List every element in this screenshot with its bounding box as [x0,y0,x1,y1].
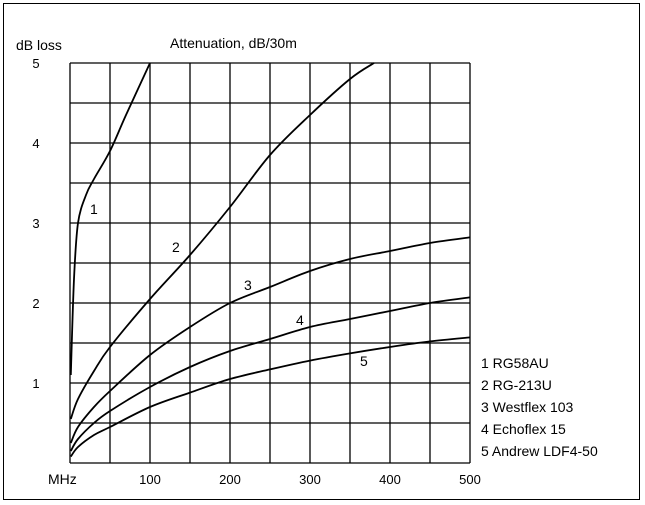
y-tick-label: 3 [32,216,39,231]
y-tick-label: 4 [32,136,39,151]
curve-label-1: 1 [90,201,98,217]
x-tick-label: 100 [139,472,161,487]
curve-label-4: 4 [296,312,304,328]
legend: 1 RG58AU 2 RG-213U 3 Westflex 103 4 Echofle… [481,355,598,459]
grid [69,62,471,464]
curve-label-5: 5 [360,353,368,369]
x-tick-label: 200 [219,472,241,487]
legend-entry: 3 Westflex 103 [481,399,574,415]
legend-entry: 4 Echoflex 15 [481,421,566,437]
y-tick-label: 5 [32,56,39,71]
chart-frame [3,3,640,500]
y-tick-label: 2 [32,296,39,311]
x-axis-label: MHz [48,471,77,487]
series-line-1 [69,62,151,376]
legend-entry: 2 RG-213U [481,377,552,393]
curve-label-2: 2 [172,239,180,255]
x-tick-label: 500 [459,472,481,487]
series-line-2 [69,62,375,420]
curve-label-3: 3 [244,277,252,293]
y-axis-label: dB loss [16,37,62,53]
x-tick-label: 400 [379,472,401,487]
tick-labels: 100 200 300 400 500 1 2 3 4 5 [32,56,480,487]
series-line-3 [69,236,471,444]
legend-entry: 1 RG58AU [481,355,549,371]
curve-labels: 1 2 3 4 5 [90,201,368,369]
series-line-4 [70,296,471,452]
legend-entry: 5 Andrew LDF4-50 [481,443,598,459]
labels: dB loss Attenuation, dB/30m MHz [16,35,297,487]
series-line-5 [70,336,471,458]
y-tick-label: 1 [32,376,39,391]
x-tick-label: 300 [299,472,321,487]
chart-title: Attenuation, dB/30m [170,35,297,51]
curves [69,62,471,458]
